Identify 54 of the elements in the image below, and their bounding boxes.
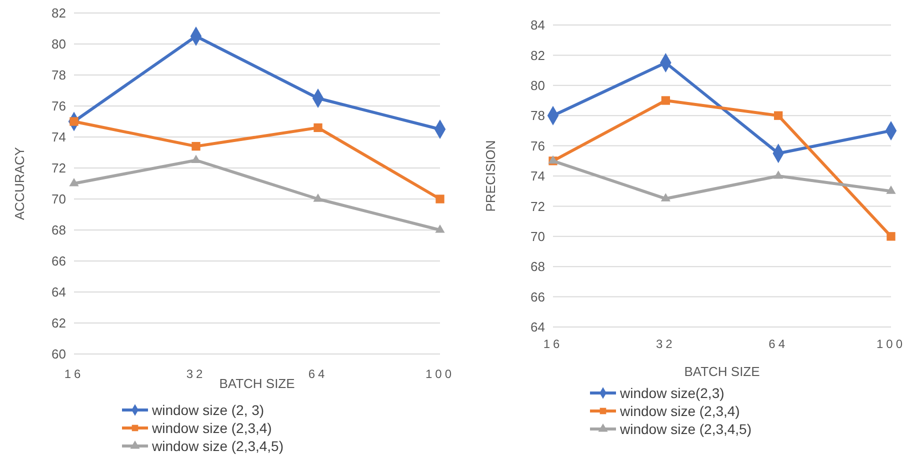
y-tick-label: 64: [530, 320, 545, 335]
y-tick-label: 68: [530, 259, 545, 274]
y-tick-label: 62: [52, 316, 66, 331]
y-tick-label: 82: [530, 48, 545, 63]
point: [69, 178, 79, 186]
point: [774, 111, 783, 120]
y-tick-label: 84: [530, 18, 545, 33]
point: [886, 186, 896, 194]
legend-label: window size (2,3,4): [151, 420, 272, 436]
legend-label: window size(2,3): [619, 384, 724, 401]
y-tick-label: 76: [530, 138, 545, 154]
point: [436, 194, 444, 204]
point: [774, 170, 784, 179]
y-tick-label: 78: [52, 68, 66, 83]
point: [192, 142, 200, 151]
point: [661, 96, 670, 105]
x-tick-label: 64: [308, 367, 328, 381]
y-tick-label: 66: [52, 254, 66, 269]
y-tick-label: 70: [530, 228, 545, 244]
x-tick-label: 32: [186, 367, 206, 381]
y-tick-label: 76: [52, 98, 66, 114]
x-tick-label: 16: [64, 367, 84, 381]
x-axis-title: BATCH SIZE: [684, 364, 760, 379]
y-tick-label: 68: [52, 222, 66, 238]
y-tick-label: 70: [52, 192, 66, 207]
point: [886, 232, 896, 241]
y-tick-label: 60: [52, 346, 66, 362]
x-axis-title: BATCH SIZE: [219, 376, 296, 391]
y-tick-label: 80: [52, 36, 66, 52]
legend-label: window size (2,3,4): [619, 402, 740, 419]
y-tick-label: 80: [530, 78, 545, 93]
point: [314, 123, 322, 132]
y-axis-title: PRECISION: [483, 140, 498, 212]
y-tick-label: 78: [530, 108, 545, 124]
y-axis-title: ACCURACY: [12, 146, 27, 220]
x-tick-label: 16: [543, 337, 563, 351]
point: [191, 154, 201, 164]
x-tick-label: 100: [425, 367, 455, 381]
x-tick-label: 100: [876, 337, 906, 351]
x-tick-label: 32: [656, 337, 676, 351]
x-tick-label: 64: [768, 337, 788, 351]
y-tick-label: 72: [530, 198, 545, 214]
point: [313, 193, 323, 202]
point: [435, 224, 445, 233]
y-tick-label: 74: [52, 130, 66, 145]
legend-label: window size (2,3,4,5): [619, 420, 752, 437]
y-tick-label: 72: [52, 160, 66, 176]
y-tick-label: 64: [52, 284, 66, 300]
point: [660, 193, 670, 202]
y-tick-label: 82: [52, 6, 66, 21]
y-tick-label: 66: [530, 289, 545, 304]
legend-label: window size (2,3,4,5): [151, 438, 284, 454]
y-tick-label: 74: [530, 168, 545, 184]
legend-label: window size (2, 3): [151, 402, 264, 418]
